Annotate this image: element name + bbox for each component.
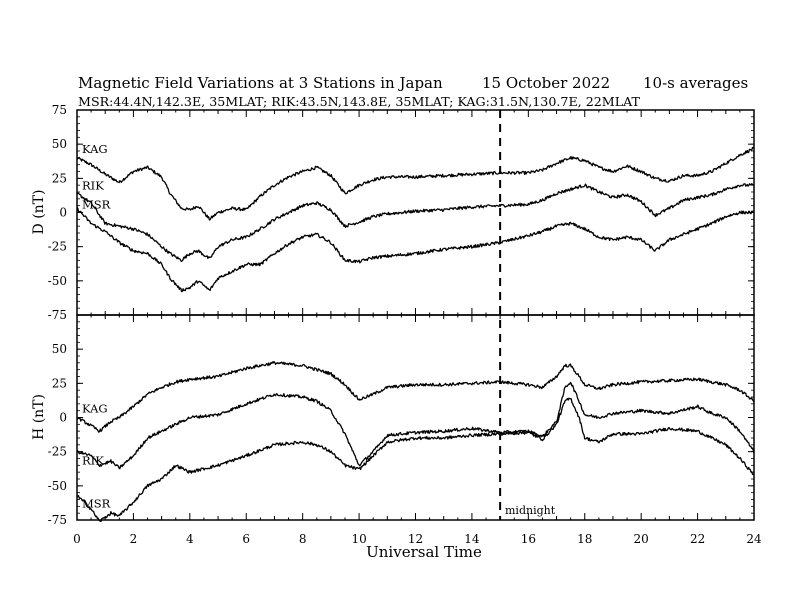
d-series-kag xyxy=(76,146,755,221)
x-axis: 0 2 4 6 8 10 12 14 16 18 20 22 24 xyxy=(73,532,762,546)
x-axis-label: Universal Time xyxy=(366,543,482,561)
d-component-panel: D (nT) 75 50 25 0 -25 -50 -75 KAG RIK MSR xyxy=(31,103,755,322)
h-panel-station-labels: KAG RIK MSR xyxy=(82,402,111,511)
d-ytick-label: -25 xyxy=(48,240,67,254)
x-tick-label: 4 xyxy=(186,532,194,546)
d-ytick-label: 0 xyxy=(59,206,67,220)
h-series-msr xyxy=(76,397,755,522)
d-ytick-label: 25 xyxy=(52,171,67,185)
d-panel-ylabel: D (nT) xyxy=(31,190,47,235)
x-tick-label: 0 xyxy=(73,532,81,546)
d-panel-series xyxy=(76,146,755,293)
x-tick-label: 2 xyxy=(130,532,138,546)
h-ytick-label: -25 xyxy=(48,445,67,459)
x-tick-label: 8 xyxy=(299,532,307,546)
h-component-panel: H (nT) 50 25 0 -25 -50 -75 KAG RIK MSR xyxy=(31,314,755,527)
x-tick-label: 12 xyxy=(408,532,423,546)
x-tick-label: 10 xyxy=(351,532,366,546)
h-ytick-label: 50 xyxy=(52,342,67,356)
d-label-rik: RIK xyxy=(82,178,104,192)
midnight-annotation: midnight xyxy=(505,504,556,517)
d-panel-station-labels: KAG RIK MSR xyxy=(82,142,111,212)
h-label-kag: KAG xyxy=(82,402,108,416)
h-panel-ticks: 50 25 0 -25 -50 -75 xyxy=(48,314,755,527)
x-tick-label: 14 xyxy=(464,532,480,546)
x-tick-label: 6 xyxy=(242,532,250,546)
h-ytick-label: -50 xyxy=(48,479,67,493)
h-ytick-label: -75 xyxy=(48,513,67,527)
h-panel-series xyxy=(76,360,755,522)
x-tick-label: 16 xyxy=(521,532,536,546)
h-ytick-label: 0 xyxy=(59,411,67,425)
h-panel-frame xyxy=(76,314,755,521)
d-series-rik xyxy=(76,183,755,263)
d-ytick-label: 50 xyxy=(52,137,67,151)
h-label-rik: RIK xyxy=(82,454,104,468)
d-label-kag: KAG xyxy=(82,142,108,156)
d-ytick-label: -75 xyxy=(48,308,67,322)
d-label-msr: MSR xyxy=(82,197,111,211)
x-tick-label: 24 xyxy=(746,532,762,546)
x-tick-label: 18 xyxy=(577,532,592,546)
h-series-rik xyxy=(76,381,755,470)
station-info-subtitle: MSR:44.4N,142.3E, 35MLAT; RIK:43.5N,143.… xyxy=(78,95,640,109)
chart-title: Magnetic Field Variations at 3 Stations … xyxy=(78,74,443,92)
d-ytick-label: -50 xyxy=(48,274,67,288)
h-series-kag xyxy=(76,360,755,433)
d-series-msr xyxy=(76,206,755,293)
d-ytick-label: 75 xyxy=(52,103,67,117)
x-tick-label: 20 xyxy=(634,532,649,546)
x-tick-label: 22 xyxy=(690,532,705,546)
chart-date: 15 October 2022 xyxy=(482,74,610,92)
h-ytick-label: 25 xyxy=(52,376,67,390)
chart-resolution: 10-s averages xyxy=(643,74,748,92)
h-label-msr: MSR xyxy=(82,496,111,510)
h-panel-ylabel: H (nT) xyxy=(31,394,47,440)
